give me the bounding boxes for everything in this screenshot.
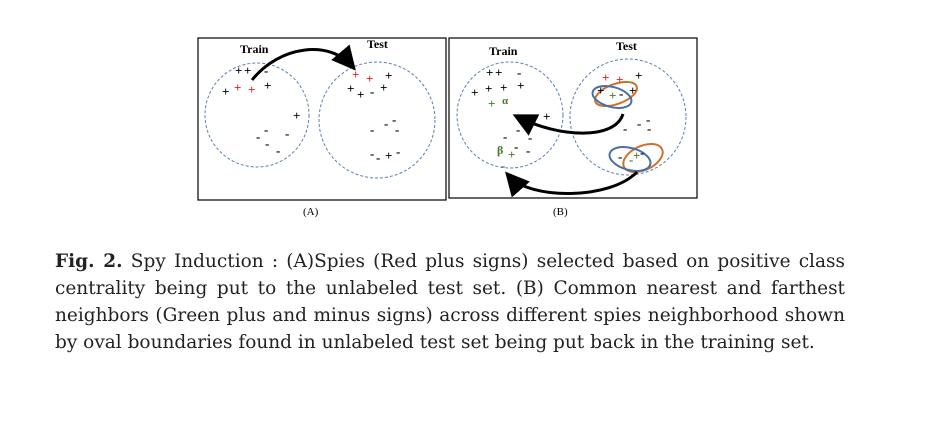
svg-text:+: + [495, 65, 502, 80]
figure-2: Train Test + + - + + + + + --- -- + + + + + - + --… [197, 37, 698, 218]
svg-text:+: + [508, 147, 515, 162]
svg-text:-: - [517, 65, 521, 80]
panel-b-test-label: Test [616, 39, 637, 53]
panel-b-alpha-label: α [502, 95, 509, 107]
svg-text:-: - [619, 86, 623, 101]
panel-b-oval-orange-top [594, 80, 638, 108]
svg-text:+: + [485, 81, 492, 96]
svg-text:-: - [370, 122, 374, 137]
svg-text:+: + [635, 68, 642, 83]
svg-text:+: + [234, 80, 241, 95]
svg-text:-: - [396, 144, 400, 159]
svg-text:+: + [629, 83, 636, 98]
svg-text:-: - [285, 126, 289, 141]
panel-a-test-circle [318, 61, 436, 179]
panel-a: Train Test + + - + + + + + -- - -- + + + + + - + --… [197, 37, 447, 218]
svg-text:-: - [376, 150, 380, 165]
panel-a-train-points: + + - + + + + + -- - -- [222, 63, 300, 158]
caption-lead: Fig. 2. [55, 251, 123, 272]
caption-text: Spy Induction : (A)Spies (Red plus signs… [55, 251, 845, 353]
svg-text:-: - [256, 129, 260, 144]
svg-text:-: - [395, 122, 399, 137]
svg-text:+: + [633, 148, 640, 163]
svg-text:+: + [235, 63, 242, 78]
svg-text:-: - [646, 112, 650, 127]
svg-text:+: + [222, 84, 229, 99]
svg-text:-: - [276, 143, 280, 158]
panel-b-oval-blue-bottom [608, 146, 652, 172]
svg-text:+: + [500, 80, 507, 95]
panel-b-return-arrow-top [512, 113, 625, 136]
svg-text:+: + [264, 78, 271, 93]
svg-text:+: + [597, 83, 604, 98]
panel-a-train-label: Train [240, 42, 269, 56]
svg-text:-: - [264, 63, 268, 78]
panel-a-test-label: Test [367, 37, 388, 51]
svg-text:-: - [503, 129, 507, 144]
panel-b-oval-blue-top [591, 85, 633, 109]
svg-text:-: - [392, 112, 396, 127]
figure-caption: Fig. 2. Spy Induction : (A)Spies (Red pl… [55, 248, 845, 356]
panel-a-test-points: + + + + + - + - -- - - + -- [347, 67, 400, 165]
figure-svg: Train Test + + - + + + + + -- - -- + + + + + - + --… [197, 37, 698, 218]
svg-text:-: - [526, 143, 530, 158]
panel-b-test-circle [569, 58, 687, 176]
svg-text:-: - [514, 139, 518, 154]
svg-text:-: - [637, 116, 641, 131]
svg-text:-: - [623, 121, 627, 136]
panel-b-train-circle [456, 61, 564, 169]
panel-b-train-label: Train [489, 44, 518, 58]
svg-text:-: - [516, 122, 520, 137]
svg-text:+: + [366, 71, 373, 86]
panel-b-return-arrow-bottom [505, 170, 639, 198]
svg-text:+: + [357, 87, 364, 102]
svg-text:+: + [385, 148, 392, 163]
svg-text:-: - [265, 136, 269, 151]
svg-text:+: + [352, 67, 359, 82]
svg-text:+: + [347, 81, 354, 96]
svg-text:+: + [244, 63, 251, 78]
svg-text:-: - [647, 121, 651, 136]
svg-text:+: + [543, 109, 550, 124]
svg-text:-: - [528, 130, 532, 145]
panel-b-beta-label: β [497, 143, 503, 157]
panel-a-spy-arrow [250, 44, 356, 81]
panel-b-caption-label: (B) [553, 206, 568, 218]
svg-text:+: + [293, 108, 300, 123]
svg-text:-: - [370, 84, 374, 99]
svg-text:+: + [380, 80, 387, 95]
svg-text:-: - [370, 146, 374, 161]
svg-text:-: - [501, 158, 505, 173]
panel-b-train-points: + + - + + + + + + ----- +- [471, 65, 550, 173]
panel-a-frame [197, 37, 447, 201]
svg-text:-: - [629, 152, 633, 167]
svg-text:-: - [384, 116, 388, 131]
svg-text:+: + [471, 85, 478, 100]
panel-b-frame [448, 37, 698, 199]
svg-text:+: + [488, 96, 495, 111]
svg-text:-: - [618, 149, 622, 164]
panel-b: Train Test + + - + + + + + + ----- +- α β + + +… [448, 37, 698, 218]
svg-text:+: + [517, 78, 524, 93]
svg-text:+: + [486, 65, 493, 80]
svg-text:+: + [616, 72, 623, 87]
svg-text:+: + [385, 68, 392, 83]
panel-b-test-points: + + + + + - + - -- - - + -- [597, 68, 651, 167]
panel-a-train-circle [204, 62, 310, 168]
panel-a-caption-label: (A) [303, 206, 319, 218]
svg-text:+: + [609, 88, 616, 103]
svg-text:-: - [264, 122, 268, 137]
svg-text:+: + [602, 70, 609, 85]
svg-text:+: + [248, 82, 255, 97]
svg-text:-: - [640, 145, 644, 160]
